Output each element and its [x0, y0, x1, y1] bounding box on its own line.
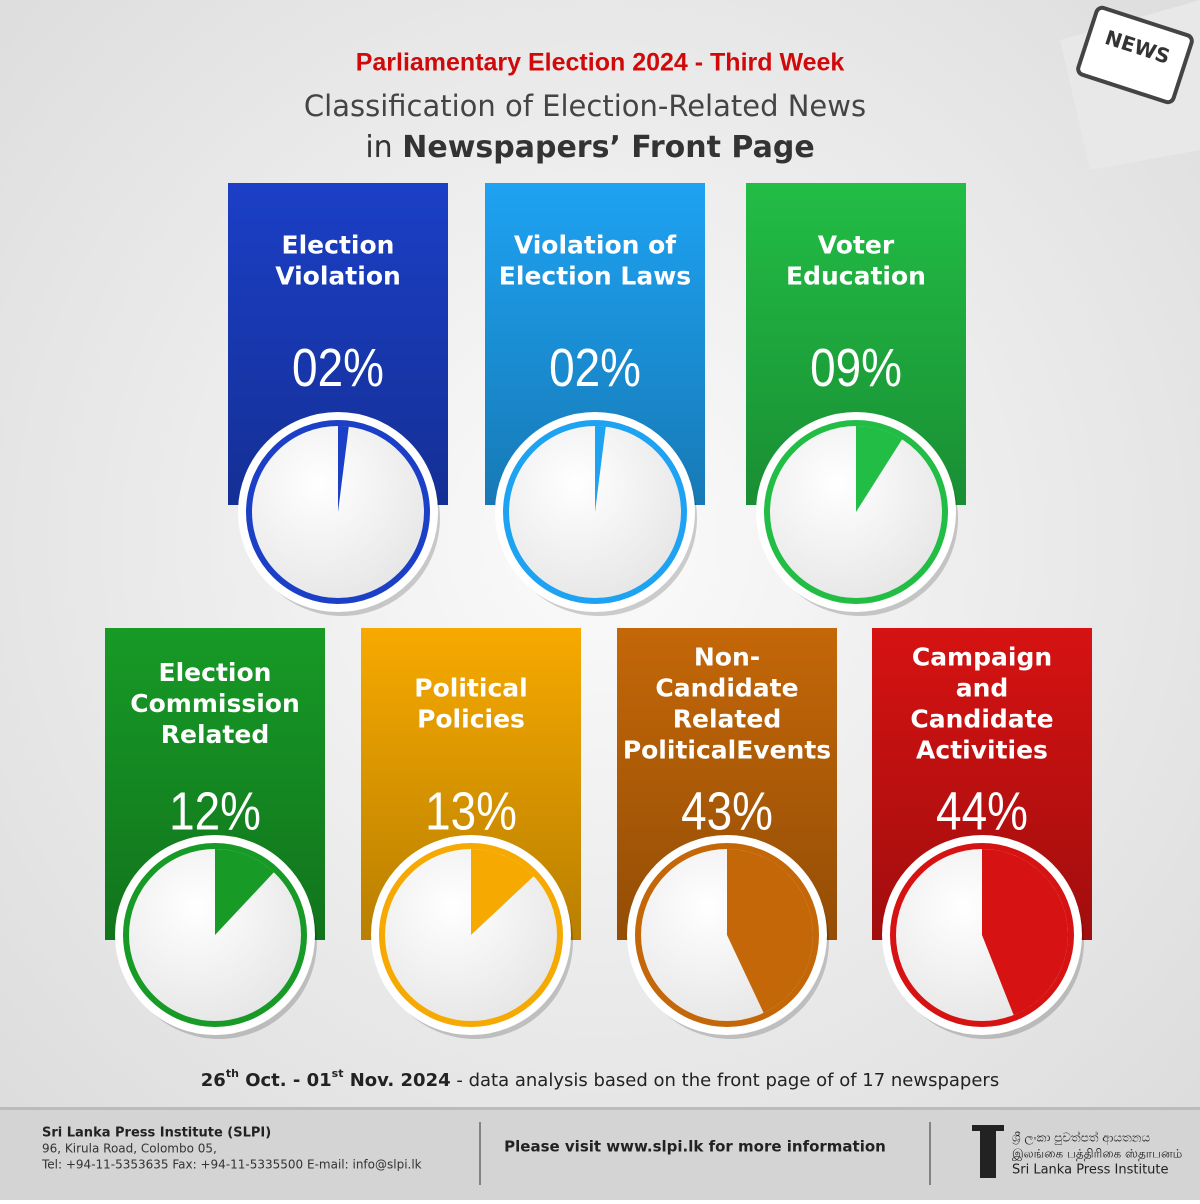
category-label: Activities — [916, 736, 1048, 765]
title: Classification of Election-Related News — [304, 89, 866, 123]
category-label: and — [956, 674, 1009, 703]
category-label: Related — [161, 720, 269, 749]
value-label: 13% — [425, 781, 517, 841]
gauge-wedge — [215, 849, 274, 935]
logo-text: இலங்கை பத்திரிகை ஸ்தாபனம் — [1012, 1147, 1182, 1162]
date-sup: st — [332, 1067, 344, 1080]
value-label: 09% — [810, 338, 902, 398]
value-label: 44% — [936, 781, 1028, 841]
date: Nov. 2024 — [343, 1070, 450, 1091]
news-icon: NEWS — [1060, 0, 1200, 170]
category-label: Violation — [275, 262, 401, 291]
gauge-wedge — [982, 849, 1068, 1015]
category-label: Campaign — [912, 643, 1052, 672]
gauge-wedge — [856, 426, 903, 512]
date-sup: th — [226, 1067, 239, 1080]
note: - data analysis based on the front page … — [451, 1070, 1000, 1091]
footer-rule — [0, 1107, 1200, 1110]
contact: Tel: +94-11-5353635 Fax: +94-11-5335500 … — [41, 1158, 422, 1172]
category-label: Candidate — [910, 705, 1053, 734]
value-label: 12% — [169, 781, 261, 841]
visit: Please visit www.slpi.lk for more inform… — [504, 1138, 886, 1156]
gauge-ring — [123, 843, 307, 1027]
category-label: Voter — [818, 231, 895, 260]
category-label: Commission — [130, 689, 300, 718]
category-label: Education — [786, 262, 926, 291]
gauge-ring — [764, 420, 948, 604]
org: Sri Lanka Press Institute (SLPI) — [42, 1126, 271, 1141]
category-label: Related — [673, 705, 781, 734]
logo-text: ශ්‍රී ලංකා පුවත්පත් ආයතනය — [1012, 1130, 1151, 1145]
date: 26 — [201, 1070, 226, 1091]
logo-text: Sri Lanka Press Institute — [1012, 1163, 1169, 1178]
gauge-ring — [379, 843, 563, 1027]
date: Oct. - 01 — [239, 1070, 332, 1091]
gauge-wedge — [727, 849, 813, 1013]
logo — [972, 1125, 1004, 1178]
category-label: Election — [282, 231, 395, 260]
gauge-ring — [503, 420, 687, 604]
value-label: 43% — [681, 781, 773, 841]
category-label: Non- — [694, 643, 760, 672]
gauge-ring — [246, 420, 430, 604]
value-label: 02% — [549, 338, 641, 398]
address: 96, Kirula Road, Colombo 05, — [42, 1142, 217, 1156]
category-label: Policies — [417, 705, 525, 734]
footer — [0, 1107, 1200, 1200]
gauge-wedge — [595, 426, 606, 512]
gauge-wedge — [338, 426, 349, 512]
category-label: Election — [159, 658, 272, 687]
gauge-ring — [635, 843, 819, 1027]
category-label: Political — [414, 674, 527, 703]
date-note: 26th Oct. - 01st Nov. 2024 - data analys… — [201, 1067, 999, 1091]
title-main: Newspapers’ Front Page — [402, 130, 814, 165]
title: in Newspapers’ Front Page — [365, 130, 814, 165]
value-label: 02% — [292, 338, 384, 398]
category-label: Candidate — [655, 674, 798, 703]
category-label: PoliticalEvents — [623, 736, 831, 765]
category-label: Election Laws — [499, 262, 691, 291]
title-prefix: in — [365, 130, 392, 165]
category-label: Violation of — [514, 231, 677, 260]
gauge-ring — [890, 843, 1074, 1027]
gauge-wedge — [471, 849, 534, 935]
subtitle: Parliamentary Election 2024 - Third Week — [356, 49, 845, 77]
